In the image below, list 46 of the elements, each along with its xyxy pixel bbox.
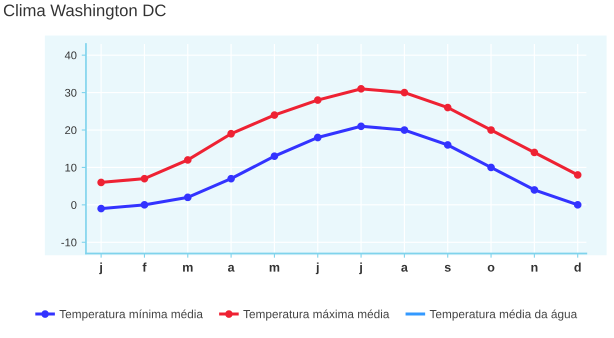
point — [140, 201, 148, 209]
point — [97, 178, 105, 186]
x-tick-label: s — [444, 264, 451, 272]
chart-title: Clima Washington DC — [4, 4, 166, 20]
x-tick-label: j — [359, 262, 362, 274]
point — [487, 164, 495, 172]
x-tick-label: o — [488, 264, 494, 272]
x-tick-label: j — [99, 262, 102, 274]
point — [97, 204, 105, 212]
point — [314, 96, 322, 104]
y-tick-label: 10 — [65, 164, 76, 172]
y-tick-label: -10 — [61, 238, 76, 246]
point — [444, 104, 452, 112]
y-tick-label: 20 — [65, 126, 76, 134]
y-tick-label: 0 — [71, 201, 76, 209]
point — [184, 156, 192, 164]
point — [357, 122, 365, 130]
point — [270, 152, 278, 160]
point — [530, 148, 538, 156]
legend-label: Temperatura máxima média — [243, 309, 390, 321]
point — [574, 171, 582, 179]
x-tick-label: n — [531, 264, 538, 272]
point — [227, 130, 235, 138]
x-tick-label: m — [270, 264, 280, 272]
y-tick-label: 30 — [65, 88, 76, 97]
x-tick-label: j — [316, 262, 319, 274]
legend-label: Temperatura mínima média — [60, 309, 203, 321]
point — [270, 111, 278, 119]
point — [227, 174, 235, 182]
point — [314, 134, 322, 142]
point — [140, 174, 148, 182]
point — [574, 201, 582, 209]
legend-label: Temperatura média da água — [430, 309, 578, 321]
x-tick-label: d — [574, 262, 581, 272]
x-tick-label: m — [183, 264, 193, 272]
point — [444, 141, 452, 149]
x-tick-label: f — [142, 262, 147, 272]
x-tick-label: a — [228, 264, 235, 272]
y-tick-label: 40 — [64, 51, 76, 60]
point — [487, 126, 495, 134]
point — [400, 126, 408, 134]
point — [400, 88, 408, 96]
point — [184, 194, 192, 202]
x-tick-label: a — [401, 264, 408, 272]
point — [357, 85, 365, 93]
point — [530, 186, 538, 194]
